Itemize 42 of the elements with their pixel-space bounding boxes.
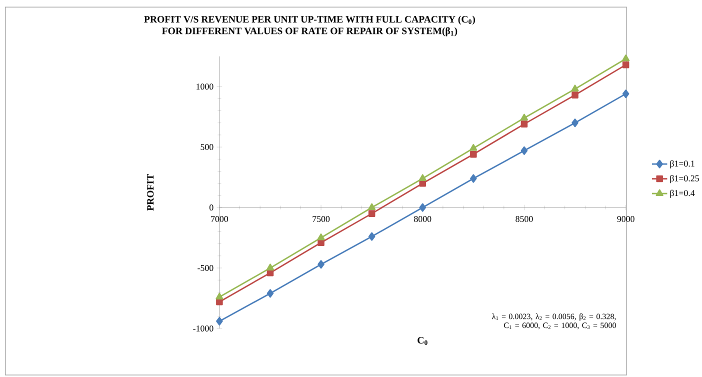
y-tick-label: 500 bbox=[200, 144, 214, 150]
text: λ$_{1}$ = 0.0023, λ$_{2}$ = 0.0056, β$_{2}$ = 0.328, C$_{1}$ = 6000, C$_{2}$ = 1000, C$_{3}$ = 5000 bbox=[492, 314, 616, 330]
point bbox=[470, 174, 477, 183]
chart-title: PROFIT V/S REVENUE PER UNIT UP-TIME WITH FULL CAPACITY (C$_{0}$) bbox=[144, 16, 476, 25]
point bbox=[368, 203, 376, 210]
point bbox=[266, 264, 274, 271]
point bbox=[318, 260, 324, 269]
legend-label: β1=0.25 bbox=[670, 175, 699, 184]
x-axis-title: C$_{0}$ bbox=[418, 337, 428, 346]
legend-label: β1=0.4 bbox=[670, 190, 695, 198]
x-tick-label: 8000 bbox=[414, 216, 432, 222]
point bbox=[317, 234, 325, 240]
point bbox=[572, 118, 578, 128]
y-axis-title: PROFIT bbox=[147, 174, 154, 211]
x-tick-label: 7500 bbox=[312, 216, 330, 222]
point bbox=[622, 90, 630, 98]
point bbox=[368, 232, 376, 241]
point bbox=[520, 114, 528, 121]
point bbox=[571, 84, 579, 92]
point bbox=[216, 292, 224, 300]
point bbox=[520, 146, 528, 156]
point bbox=[419, 203, 426, 212]
point bbox=[520, 120, 528, 128]
x-tick-label: 8500 bbox=[516, 216, 533, 222]
point bbox=[418, 174, 426, 182]
y-tick-label: 1000 bbox=[196, 84, 214, 90]
point bbox=[266, 289, 274, 298]
point bbox=[622, 62, 630, 68]
point bbox=[622, 54, 630, 62]
y-tick-label: -500 bbox=[198, 265, 214, 272]
legend-label: β1=0.1 bbox=[670, 160, 694, 168]
point bbox=[470, 144, 478, 151]
point bbox=[216, 316, 223, 326]
point bbox=[318, 239, 324, 246]
point bbox=[572, 92, 578, 99]
y-tick-label: -1000 bbox=[193, 326, 214, 332]
point bbox=[470, 150, 477, 158]
y-tick-label: 0 bbox=[209, 204, 214, 211]
chart-subtitle: FOR DIFFERENT VALUES OF RATE OF REPAIR OF SYSTEM(β$_{1}$) bbox=[162, 27, 458, 36]
point bbox=[368, 210, 376, 218]
x-tick-label: 9000 bbox=[617, 216, 634, 222]
x-tick-label: 7000 bbox=[211, 216, 228, 222]
